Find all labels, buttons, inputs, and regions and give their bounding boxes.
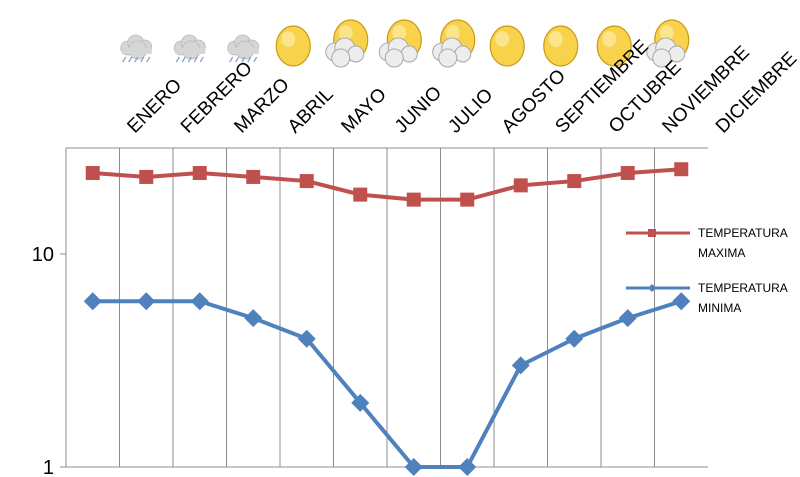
data-point bbox=[674, 162, 689, 177]
data-point bbox=[190, 292, 209, 311]
sun-behind-cloud-icon bbox=[378, 19, 422, 68]
series-lines bbox=[83, 162, 691, 476]
data-point bbox=[351, 393, 370, 412]
y-tick-label: 10 bbox=[32, 244, 54, 266]
legend-label: TEMPERATURA bbox=[698, 226, 788, 240]
data-point bbox=[353, 187, 368, 202]
data-point bbox=[672, 292, 691, 311]
legend-marker bbox=[648, 229, 656, 237]
data-point bbox=[406, 192, 421, 207]
series-maxima bbox=[85, 162, 689, 207]
rain-cloud-icon bbox=[173, 34, 206, 63]
legend-item-minima: TEMPERATURA MINIMA bbox=[626, 281, 788, 315]
weather-icons bbox=[120, 19, 690, 68]
legend: TEMPERATURA MAXIMA TEMPERATURA MINIMA bbox=[626, 226, 788, 315]
x-tick-label: ENERO bbox=[123, 75, 186, 138]
sun-icon bbox=[275, 25, 311, 67]
sun-icon bbox=[489, 25, 525, 67]
sun-behind-cloud-icon bbox=[646, 19, 690, 68]
series-line bbox=[92, 167, 682, 202]
sun-icon bbox=[543, 25, 579, 67]
x-tick-label: ABRIL bbox=[284, 84, 338, 138]
sun-behind-cloud-icon bbox=[325, 19, 369, 68]
y-tick-labels: 1 10 bbox=[32, 244, 54, 477]
data-point bbox=[246, 169, 261, 184]
data-point bbox=[513, 178, 528, 193]
rain-cloud-icon bbox=[120, 34, 153, 63]
data-point bbox=[458, 458, 477, 476]
x-tick-label: MAYO bbox=[337, 84, 390, 137]
data-point bbox=[620, 166, 635, 181]
data-point bbox=[567, 174, 582, 189]
data-point bbox=[85, 166, 100, 181]
axes bbox=[60, 147, 708, 468]
data-point bbox=[297, 329, 316, 348]
data-point bbox=[404, 458, 423, 476]
data-point bbox=[618, 309, 637, 328]
data-point bbox=[139, 169, 154, 184]
legend-label: MAXIMA bbox=[698, 246, 745, 260]
y-tick-label: 1 bbox=[43, 457, 54, 477]
legend-marker bbox=[648, 284, 656, 292]
sun-icon bbox=[596, 25, 632, 67]
data-point bbox=[565, 329, 584, 348]
series-minima bbox=[83, 292, 691, 476]
data-point bbox=[244, 309, 263, 328]
sun-behind-cloud-icon bbox=[432, 19, 476, 68]
data-point bbox=[137, 292, 156, 311]
legend-label: MINIMA bbox=[698, 301, 741, 315]
legend-item-maxima: TEMPERATURA MAXIMA bbox=[626, 226, 788, 260]
x-tick-label: JULIO bbox=[444, 85, 497, 138]
legend-label: TEMPERATURA bbox=[698, 281, 788, 295]
data-point bbox=[511, 356, 530, 375]
x-tick-label: JUNIO bbox=[391, 82, 446, 137]
data-point bbox=[299, 174, 314, 189]
rain-cloud-icon bbox=[227, 34, 260, 63]
data-point bbox=[460, 192, 475, 207]
data-point bbox=[83, 292, 102, 311]
data-point bbox=[192, 166, 207, 181]
